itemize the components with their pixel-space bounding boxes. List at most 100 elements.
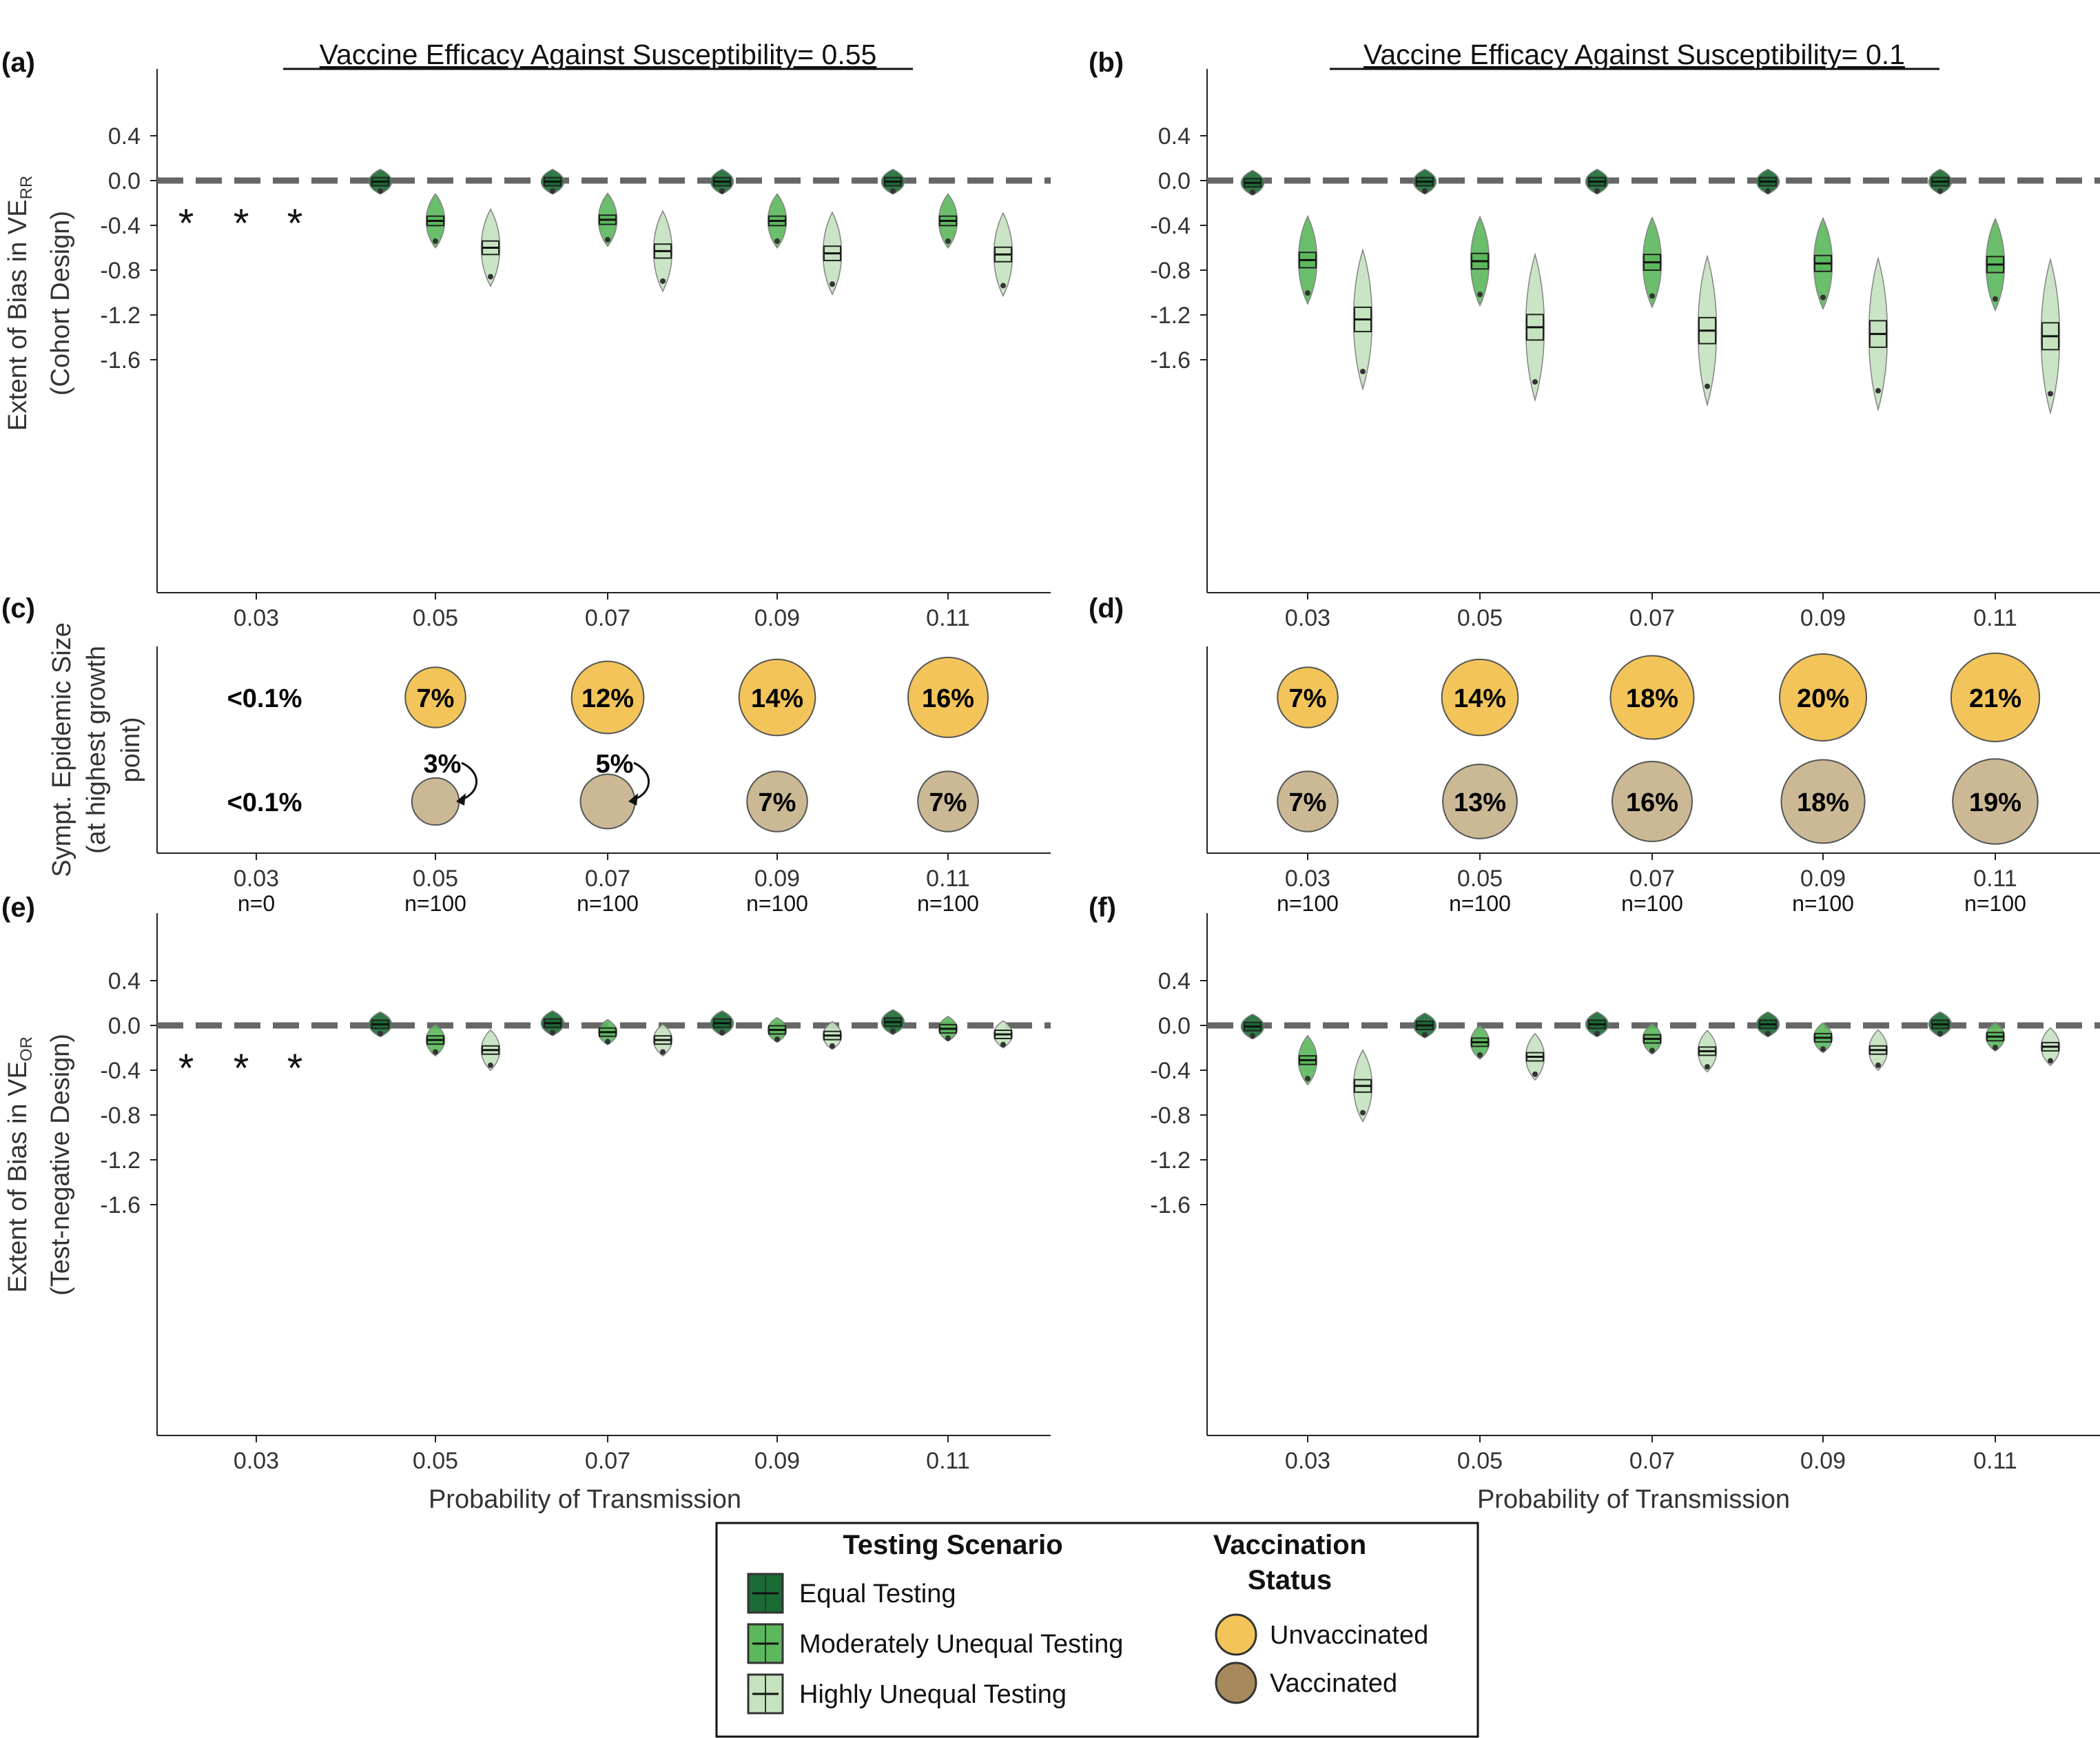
legend-label: Vaccinated [1270, 1669, 1397, 1698]
bubble-arrowhead [456, 793, 466, 806]
outlier-point [1422, 188, 1428, 194]
outlier-point [433, 238, 438, 244]
panel-label-a: (a) [1, 48, 35, 78]
bubble-label: 12% [581, 684, 634, 713]
y-tick-label: -1.6 [100, 1192, 141, 1218]
ylabel-mid-line2: (at highest growth [82, 646, 111, 854]
x-tick-label: 0.07 [585, 1448, 630, 1474]
bubble [1779, 653, 1867, 742]
y-tick-label: -0.4 [1150, 213, 1191, 239]
y-tick-label: -0.8 [1150, 258, 1191, 284]
bubble-label: 16% [922, 684, 974, 713]
x-tick-label: 0.03 [234, 1448, 279, 1474]
y-tick-label: -0.8 [1150, 1103, 1191, 1129]
y-tick-label: 0.4 [108, 968, 141, 994]
bubble [1441, 658, 1519, 737]
y-tick-label: 0.4 [108, 123, 141, 150]
bubble-label: 3% [424, 750, 462, 779]
legend-label: Equal Testing [799, 1579, 956, 1608]
title-left: Vaccine Efficacy Against Susceptibility=… [320, 39, 877, 70]
legend-testing-title: Testing Scenario [843, 1530, 1062, 1560]
outlier-point [1937, 1030, 1943, 1036]
bubble [917, 770, 979, 832]
panel-a: 0.4 0.0 -0.4 -0.8 -1.2 -1.6 0.03 0.05 0.07 0.09 0.… [100, 69, 1051, 631]
bubble-label: 13% [1454, 788, 1506, 817]
ylabel-bottom-line2: (Test-negative Design) [46, 1034, 75, 1296]
no-data-star: * [234, 1046, 249, 1091]
bubble [1612, 761, 1693, 842]
outlier-point [433, 1049, 438, 1055]
bubble [1609, 655, 1695, 740]
ylabel-mid-line1: Sympt. Epidemic Size [48, 622, 76, 877]
ylabel-top-line2: (Cohort Design) [46, 211, 75, 396]
panel-e: 0.4 0.0 -0.4 -0.8 -1.2 -1.6 0.03 0.05 0.07 0.09 0.… [100, 913, 1051, 1474]
legend-frame [715, 1522, 1479, 1738]
ylabel-mid-line3: point) [116, 717, 145, 782]
outlier-point [1875, 1062, 1881, 1068]
x-tick-label: 0.05 [413, 605, 458, 631]
bubble-label: 7% [417, 684, 455, 713]
bubble [1950, 652, 2041, 743]
panel-f: 0.4 0.0 -0.4 -0.8 -1.2 -1.6 0.03 0.05 0.07 0.09 0.… [1150, 913, 2100, 1474]
outlier-point [890, 188, 896, 194]
y-tick-label: -0.8 [100, 258, 141, 284]
y-tick-label: 0.0 [108, 168, 141, 194]
x-tick-label: 0.11 [926, 1448, 970, 1474]
n-label: n=100 [577, 891, 639, 916]
panel-d: 0.03n=1000.05n=1000.07n=1000.09n=1000.11… [1206, 646, 2100, 916]
outlier-point [890, 1028, 896, 1034]
y-tick-label: -1.6 [100, 347, 141, 374]
xlabel-left: Probability of Transmission [429, 1485, 741, 1514]
outlier-point [1993, 1045, 1998, 1050]
outlier-point [1820, 294, 1826, 300]
outlier-point [1937, 188, 1943, 194]
bubble-label: <0.1% [227, 788, 302, 817]
legend-swatch-circle [1215, 1662, 1257, 1704]
x-tick-label: 0.11 [1973, 866, 2017, 892]
x-tick-label: 0.11 [1973, 1448, 2017, 1474]
outlier-point [1993, 296, 1998, 302]
x-tick-label: 0.09 [1800, 605, 1846, 631]
y-tick-label: 0.0 [108, 1013, 141, 1039]
outlier-point [1422, 1032, 1428, 1038]
legend-item-testing: Moderately Unequal Testing [747, 1623, 1123, 1664]
x-tick-label: 0.05 [1457, 866, 1503, 892]
x-tick-label: 0.11 [926, 605, 970, 631]
no-data-star: * [287, 201, 303, 246]
outlier-point [945, 1035, 951, 1041]
bubble [579, 773, 636, 830]
legend-item-testing: Highly Unequal Testing [747, 1673, 1067, 1715]
outlier-point [378, 1030, 383, 1036]
legend-label: Moderately Unequal Testing [799, 1630, 1123, 1659]
outlier-point [1820, 1046, 1826, 1052]
outlier-point [719, 1030, 725, 1036]
outlier-point [1477, 292, 1483, 298]
panel-label-c: (c) [1, 593, 35, 624]
x-tick-label: 0.11 [1973, 605, 2017, 631]
outlier-point [830, 1043, 835, 1049]
outlier-point [378, 188, 383, 194]
outlier-point [1305, 290, 1310, 296]
legend-vacc-title-1: Vaccination [1213, 1530, 1366, 1560]
y-tick-label: -0.4 [100, 1058, 141, 1084]
y-tick-label: -1.2 [1150, 1147, 1191, 1174]
x-tick-label: 0.05 [1457, 605, 1503, 631]
bubble [907, 657, 989, 738]
bubble [1277, 770, 1339, 832]
outlier-point [719, 188, 725, 194]
bubble-label: 18% [1797, 788, 1849, 817]
y-tick-label: -1.2 [1150, 303, 1191, 329]
n-label: n=100 [404, 891, 466, 916]
x-tick-label: 0.03 [234, 605, 279, 631]
outlier-point [830, 281, 835, 287]
outlier-point [1305, 1076, 1310, 1082]
no-data-star: * [178, 201, 194, 246]
bubble-label: 19% [1969, 788, 2021, 817]
x-tick-label: 0.07 [1629, 1448, 1675, 1474]
x-tick-label: 0.03 [1285, 605, 1330, 631]
outlier-point [1705, 1063, 1710, 1070]
y-tick-label: 0.4 [1158, 123, 1191, 150]
y-tick-label: -1.6 [1150, 347, 1191, 374]
bubble-label: 21% [1969, 684, 2021, 713]
